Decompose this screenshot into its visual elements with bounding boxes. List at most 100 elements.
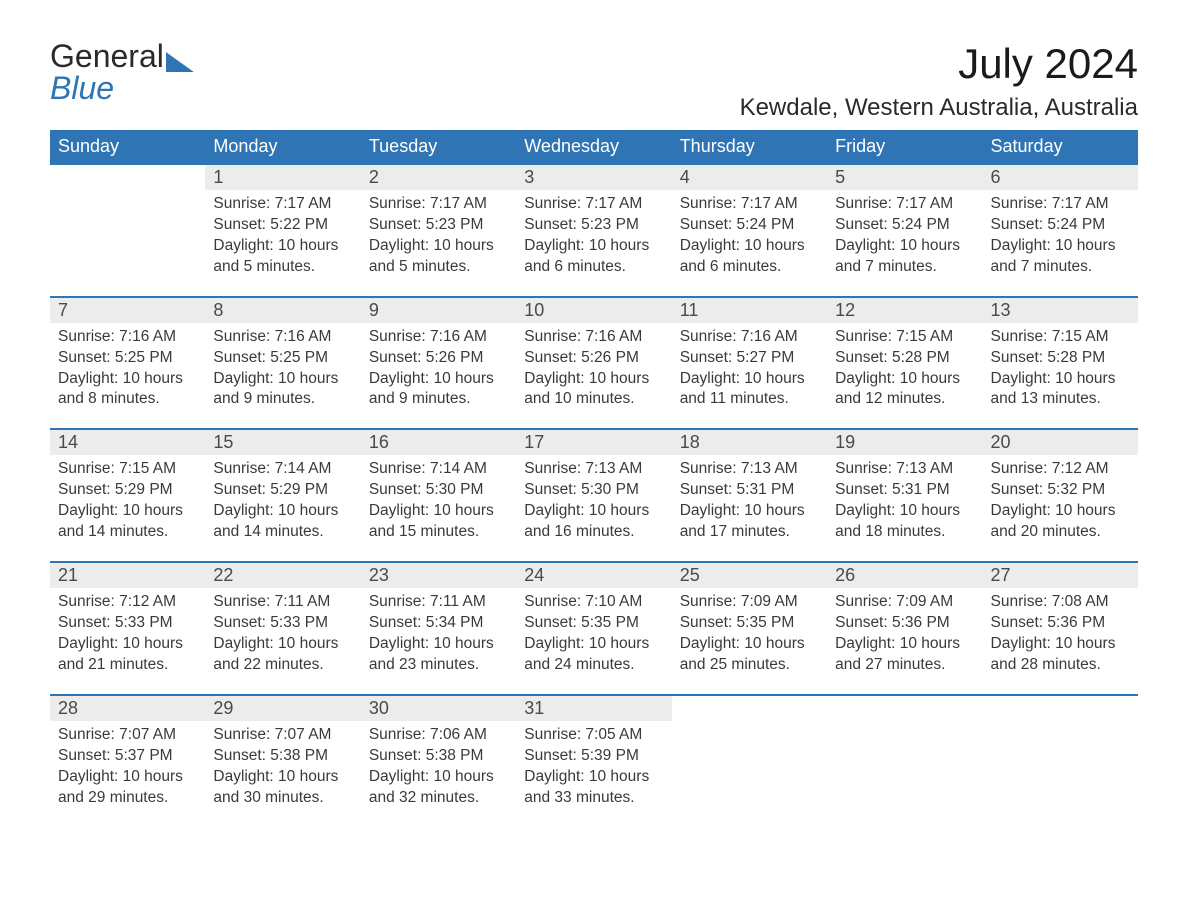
sunrise-text: Sunrise: 7:06 AM <box>369 725 508 746</box>
daylight-text: Daylight: 10 hours and 25 minutes. <box>680 634 819 676</box>
month-title: July 2024 <box>740 40 1138 88</box>
sunset-text: Sunset: 5:24 PM <box>680 215 819 236</box>
day-body: Sunrise: 7:17 AMSunset: 5:23 PMDaylight:… <box>516 190 671 297</box>
daylight-text: Daylight: 10 hours and 6 minutes. <box>524 236 663 278</box>
brand-line2: Blue <box>50 72 194 104</box>
day-body: Sunrise: 7:17 AMSunset: 5:24 PMDaylight:… <box>983 190 1138 297</box>
day-number: 30 <box>361 695 516 721</box>
day-number: 15 <box>205 429 360 455</box>
sunrise-text: Sunrise: 7:13 AM <box>524 459 663 480</box>
week-daybody-row: Sunrise: 7:15 AMSunset: 5:29 PMDaylight:… <box>50 455 1138 562</box>
sunrise-text: Sunrise: 7:12 AM <box>991 459 1130 480</box>
empty-cell <box>672 695 827 721</box>
daylight-text: Daylight: 10 hours and 11 minutes. <box>680 369 819 411</box>
header: General Blue July 2024 Kewdale, Western … <box>50 40 1138 122</box>
day-body: Sunrise: 7:16 AMSunset: 5:27 PMDaylight:… <box>672 323 827 430</box>
day-body: Sunrise: 7:12 AMSunset: 5:32 PMDaylight:… <box>983 455 1138 562</box>
sunset-text: Sunset: 5:29 PM <box>213 480 352 501</box>
daylight-text: Daylight: 10 hours and 8 minutes. <box>58 369 197 411</box>
sunset-text: Sunset: 5:33 PM <box>58 613 197 634</box>
day-number: 18 <box>672 429 827 455</box>
week-daynum-row: 78910111213 <box>50 297 1138 323</box>
week-daybody-row: Sunrise: 7:12 AMSunset: 5:33 PMDaylight:… <box>50 588 1138 695</box>
day-number: 11 <box>672 297 827 323</box>
sunset-text: Sunset: 5:31 PM <box>835 480 974 501</box>
sunrise-text: Sunrise: 7:09 AM <box>835 592 974 613</box>
sunset-text: Sunset: 5:32 PM <box>991 480 1130 501</box>
daylight-text: Daylight: 10 hours and 15 minutes. <box>369 501 508 543</box>
day-number: 19 <box>827 429 982 455</box>
day-number: 25 <box>672 562 827 588</box>
day-body: Sunrise: 7:12 AMSunset: 5:33 PMDaylight:… <box>50 588 205 695</box>
sunset-text: Sunset: 5:29 PM <box>58 480 197 501</box>
daylight-text: Daylight: 10 hours and 9 minutes. <box>369 369 508 411</box>
sunrise-text: Sunrise: 7:16 AM <box>524 327 663 348</box>
sunrise-text: Sunrise: 7:14 AM <box>369 459 508 480</box>
sunrise-text: Sunrise: 7:10 AM <box>524 592 663 613</box>
sunrise-text: Sunrise: 7:05 AM <box>524 725 663 746</box>
day-header-row: SundayMondayTuesdayWednesdayThursdayFrid… <box>50 130 1138 164</box>
sunset-text: Sunset: 5:27 PM <box>680 348 819 369</box>
brand-triangle-icon <box>166 52 194 72</box>
sunset-text: Sunset: 5:24 PM <box>991 215 1130 236</box>
sunset-text: Sunset: 5:35 PM <box>524 613 663 634</box>
daylight-text: Daylight: 10 hours and 29 minutes. <box>58 767 197 809</box>
daylight-text: Daylight: 10 hours and 5 minutes. <box>369 236 508 278</box>
sunset-text: Sunset: 5:34 PM <box>369 613 508 634</box>
day-number: 21 <box>50 562 205 588</box>
sunrise-text: Sunrise: 7:12 AM <box>58 592 197 613</box>
title-block: July 2024 Kewdale, Western Australia, Au… <box>740 40 1138 122</box>
day-body: Sunrise: 7:16 AMSunset: 5:25 PMDaylight:… <box>50 323 205 430</box>
day-number: 22 <box>205 562 360 588</box>
day-body: Sunrise: 7:08 AMSunset: 5:36 PMDaylight:… <box>983 588 1138 695</box>
sunset-text: Sunset: 5:22 PM <box>213 215 352 236</box>
sunrise-text: Sunrise: 7:15 AM <box>58 459 197 480</box>
day-body: Sunrise: 7:11 AMSunset: 5:34 PMDaylight:… <box>361 588 516 695</box>
sunset-text: Sunset: 5:36 PM <box>991 613 1130 634</box>
day-number: 4 <box>672 164 827 190</box>
daylight-text: Daylight: 10 hours and 12 minutes. <box>835 369 974 411</box>
day-number: 1 <box>205 164 360 190</box>
sunset-text: Sunset: 5:25 PM <box>58 348 197 369</box>
daylight-text: Daylight: 10 hours and 9 minutes. <box>213 369 352 411</box>
location-text: Kewdale, Western Australia, Australia <box>740 94 1138 122</box>
sunrise-text: Sunrise: 7:16 AM <box>680 327 819 348</box>
week-daybody-row: Sunrise: 7:07 AMSunset: 5:37 PMDaylight:… <box>50 721 1138 827</box>
sunrise-text: Sunrise: 7:07 AM <box>213 725 352 746</box>
week-daynum-row: 28293031 <box>50 695 1138 721</box>
week-daybody-row: Sunrise: 7:16 AMSunset: 5:25 PMDaylight:… <box>50 323 1138 430</box>
sunset-text: Sunset: 5:31 PM <box>680 480 819 501</box>
day-body: Sunrise: 7:17 AMSunset: 5:23 PMDaylight:… <box>361 190 516 297</box>
daylight-text: Daylight: 10 hours and 14 minutes. <box>213 501 352 543</box>
daylight-text: Daylight: 10 hours and 17 minutes. <box>680 501 819 543</box>
sunrise-text: Sunrise: 7:17 AM <box>991 194 1130 215</box>
empty-cell <box>50 190 205 297</box>
sunset-text: Sunset: 5:33 PM <box>213 613 352 634</box>
sunrise-text: Sunrise: 7:15 AM <box>991 327 1130 348</box>
day-number: 10 <box>516 297 671 323</box>
sunrise-text: Sunrise: 7:07 AM <box>58 725 197 746</box>
empty-cell <box>827 695 982 721</box>
day-body: Sunrise: 7:13 AMSunset: 5:31 PMDaylight:… <box>827 455 982 562</box>
daylight-text: Daylight: 10 hours and 22 minutes. <box>213 634 352 676</box>
empty-cell <box>672 721 827 827</box>
sunrise-text: Sunrise: 7:17 AM <box>524 194 663 215</box>
day-body: Sunrise: 7:10 AMSunset: 5:35 PMDaylight:… <box>516 588 671 695</box>
empty-cell <box>50 164 205 190</box>
day-number: 16 <box>361 429 516 455</box>
sunrise-text: Sunrise: 7:15 AM <box>835 327 974 348</box>
day-header: Saturday <box>983 130 1138 164</box>
sunrise-text: Sunrise: 7:11 AM <box>369 592 508 613</box>
daylight-text: Daylight: 10 hours and 28 minutes. <box>991 634 1130 676</box>
day-number: 7 <box>50 297 205 323</box>
daylight-text: Daylight: 10 hours and 6 minutes. <box>680 236 819 278</box>
day-number: 29 <box>205 695 360 721</box>
sunset-text: Sunset: 5:23 PM <box>524 215 663 236</box>
daylight-text: Daylight: 10 hours and 5 minutes. <box>213 236 352 278</box>
day-number: 8 <box>205 297 360 323</box>
day-number: 13 <box>983 297 1138 323</box>
daylight-text: Daylight: 10 hours and 23 minutes. <box>369 634 508 676</box>
day-body: Sunrise: 7:13 AMSunset: 5:30 PMDaylight:… <box>516 455 671 562</box>
sunset-text: Sunset: 5:25 PM <box>213 348 352 369</box>
day-body: Sunrise: 7:09 AMSunset: 5:35 PMDaylight:… <box>672 588 827 695</box>
